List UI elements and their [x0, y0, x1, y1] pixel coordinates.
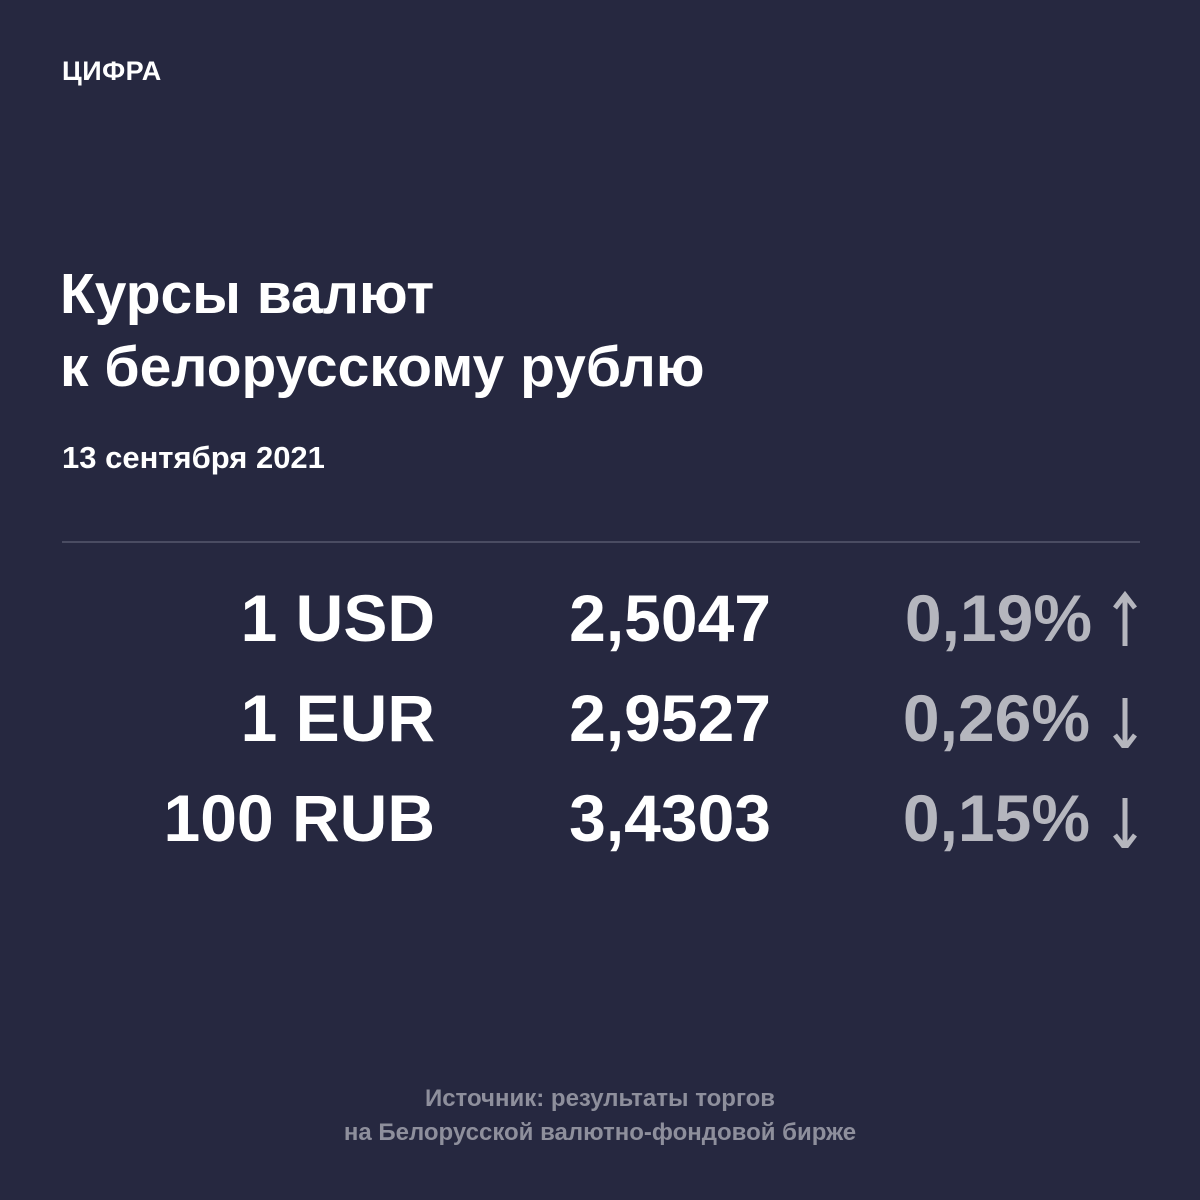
date: 13 сентября 2021 — [62, 440, 325, 475]
currency: 1 EUR — [240, 681, 435, 755]
arrow-down-icon — [1113, 798, 1137, 848]
change-percent: 0,19% — [904, 581, 1092, 655]
page-title: Курсы валют к белорусскому рублю — [60, 258, 705, 404]
rate-value: 3,4303 — [569, 781, 771, 855]
rate-row-eur: 1 EUR 2,9527 0,26% — [0, 680, 1200, 760]
change-percent: 0,15% — [902, 781, 1090, 855]
rate-row-rub: 100 RUB 3,4303 0,15% — [0, 780, 1200, 860]
source-line-2: на Белорусской валютно-фондовой бирже — [343, 1119, 857, 1146]
currency: 100 RUB — [163, 781, 435, 855]
title-line-2: к белорусскому рублю — [60, 335, 705, 399]
arrow-up-icon — [1113, 590, 1137, 646]
source-note: Источник: результаты торгов на Белорусск… — [0, 1082, 1200, 1150]
rate-row-usd: 1 USD 2,5047 0,19% — [0, 580, 1200, 660]
brand-logo: ЦИФРА — [62, 56, 162, 86]
rate-value: 2,9527 — [569, 681, 771, 755]
currency: 1 USD — [240, 581, 435, 655]
divider — [62, 541, 1140, 543]
rate-value: 2,5047 — [569, 581, 771, 655]
title-line-1: Курсы валют — [60, 262, 435, 326]
arrow-down-icon — [1113, 698, 1137, 748]
source-line-1: Источник: результаты торгов — [424, 1085, 776, 1112]
change-percent: 0,26% — [902, 681, 1090, 755]
